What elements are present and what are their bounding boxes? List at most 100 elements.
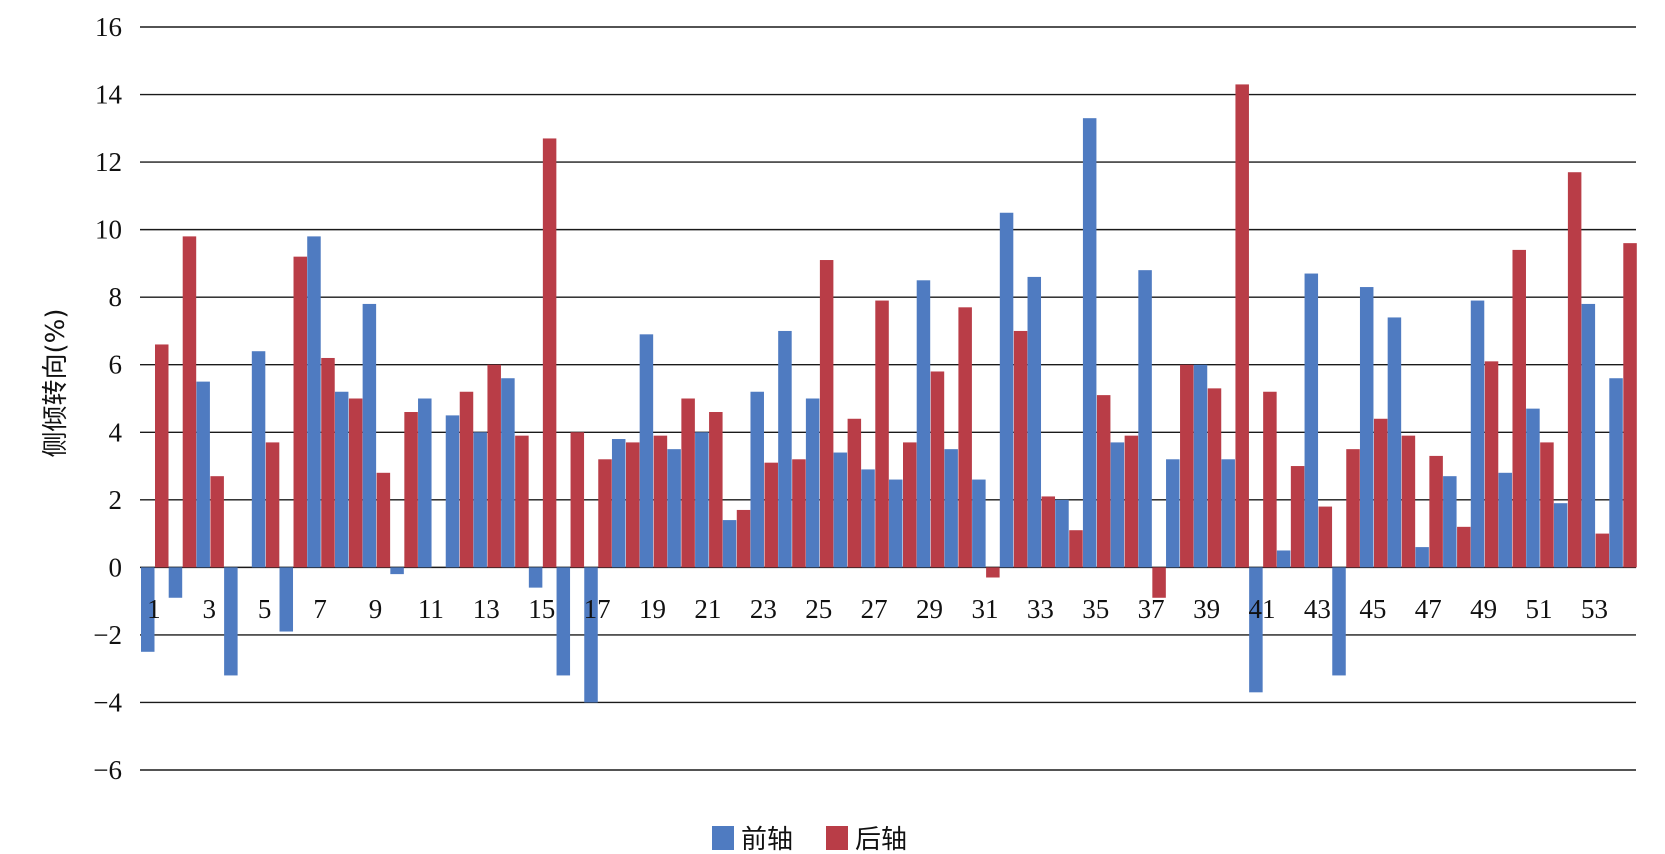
- x-tick-label: 39: [1193, 594, 1220, 624]
- bar-front-axle: [1082, 118, 1097, 568]
- bar-front-axle: [1359, 287, 1374, 568]
- bar-front-axle: [1470, 300, 1485, 568]
- bar-rear-axle: [1373, 418, 1388, 568]
- bar-front-axle: [1276, 550, 1291, 568]
- bar-rear-axle: [1096, 395, 1111, 568]
- bar-front-axle: [1581, 303, 1596, 568]
- bar-rear-axle: [1595, 533, 1610, 568]
- bar-rear-axle: [1069, 530, 1083, 568]
- y-tick-label: 8: [109, 282, 123, 312]
- bar-rear-axle: [1041, 496, 1056, 568]
- bar-front-axle: [224, 567, 238, 676]
- y-tick-label: −2: [93, 620, 122, 650]
- bar-front-axle: [1387, 317, 1402, 568]
- legend-label-rear-axle: 后轴: [855, 825, 907, 854]
- legend-swatch-front-axle: [712, 826, 734, 850]
- bar-front-axle: [1110, 442, 1125, 568]
- bar-rear-axle: [1152, 567, 1166, 598]
- bar-front-axle: [584, 567, 598, 703]
- y-tick-label: −6: [93, 755, 122, 785]
- x-tick-label: 35: [1082, 594, 1109, 624]
- x-tick-label: 53: [1581, 594, 1608, 624]
- x-tick-label: 11: [418, 594, 444, 624]
- bar-front-axle: [611, 439, 626, 568]
- x-tick-label: 13: [473, 594, 500, 624]
- legend: 前轴 后轴: [712, 825, 907, 854]
- bar-rear-axle: [182, 236, 197, 568]
- y-tick-label: −4: [93, 687, 122, 717]
- bar-front-axle: [667, 449, 681, 568]
- bar-rear-axle: [348, 398, 363, 568]
- x-tick-label: 31: [971, 594, 998, 624]
- bar-front-axle: [1221, 459, 1235, 568]
- bar-front-axle: [1027, 276, 1042, 568]
- bar-front-axle: [168, 567, 183, 598]
- bar-rear-axle: [210, 476, 224, 568]
- bar-rear-axle: [1567, 172, 1582, 568]
- bar-front-axle: [334, 391, 349, 568]
- bar-front-axle: [1415, 547, 1429, 568]
- x-tick-label: 25: [805, 594, 832, 624]
- bar-front-axle: [196, 381, 210, 568]
- y-tick-label: 0: [109, 552, 123, 582]
- bar-rear-axle: [1124, 435, 1139, 568]
- legend-swatch-rear-axle: [826, 826, 848, 850]
- bar-front-axle: [390, 567, 404, 575]
- bar-front-axle: [833, 452, 848, 568]
- bar-rear-axle: [1235, 84, 1249, 568]
- bar-rear-axle: [598, 459, 612, 568]
- bar-rear-axle: [515, 435, 529, 568]
- bar-rear-axle: [1623, 243, 1637, 568]
- bar-rear-axle: [764, 462, 778, 568]
- bar-front-axle: [722, 520, 737, 568]
- bar-rear-axle: [542, 138, 557, 568]
- bar-rear-axle: [930, 371, 945, 568]
- y-tick-label: 4: [109, 417, 123, 447]
- bar-front-axle: [639, 334, 654, 568]
- bar-rear-axle: [376, 472, 391, 568]
- x-tick-label: 15: [528, 594, 555, 624]
- bar-rear-axle: [1401, 435, 1416, 568]
- bar-front-axle: [1138, 270, 1152, 568]
- bar-rear-axle: [404, 412, 418, 568]
- bar-rear-axle: [1207, 388, 1222, 568]
- bar-front-axle: [1166, 459, 1180, 568]
- bar-front-axle: [944, 449, 958, 568]
- bar-rear-axle: [958, 307, 972, 568]
- bar-front-axle: [528, 567, 543, 588]
- x-tick-label: 5: [258, 594, 272, 624]
- y-tick-label: 10: [95, 215, 122, 245]
- bar-front-axle: [556, 567, 571, 676]
- x-tick-label: 33: [1027, 594, 1054, 624]
- bar-front-axle: [861, 469, 875, 568]
- x-tick-label: 21: [694, 594, 721, 624]
- bar-front-axle: [473, 432, 487, 568]
- bar-front-axle: [889, 479, 903, 568]
- x-tick-label: 49: [1470, 594, 1497, 624]
- y-tick-label: 2: [109, 485, 123, 515]
- bars: [141, 84, 1637, 703]
- bar-rear-axle: [1457, 526, 1471, 568]
- bar-front-axle: [1055, 499, 1069, 568]
- bar-front-axle: [1332, 567, 1346, 676]
- bar-front-axle: [251, 351, 266, 568]
- x-tick-label: 19: [639, 594, 666, 624]
- bar-front-axle: [1249, 567, 1263, 693]
- bar-rear-axle: [321, 357, 335, 568]
- bar-rear-axle: [792, 459, 806, 568]
- x-tick-label: 7: [313, 594, 327, 624]
- y-tick-label: 12: [95, 147, 122, 177]
- bar-front-axle: [778, 330, 792, 568]
- bar-rear-axle: [986, 567, 1000, 578]
- x-tick-label: 17: [584, 594, 611, 624]
- bar-rear-axle: [819, 260, 834, 568]
- bar-front-axle: [279, 567, 294, 632]
- bar-front-axle: [695, 432, 709, 568]
- bar-rear-axle: [1263, 391, 1277, 568]
- x-tick-label: 27: [861, 594, 888, 624]
- bar-front-axle: [1193, 364, 1208, 568]
- bar-front-axle: [999, 212, 1014, 568]
- bar-rear-axle: [625, 442, 640, 568]
